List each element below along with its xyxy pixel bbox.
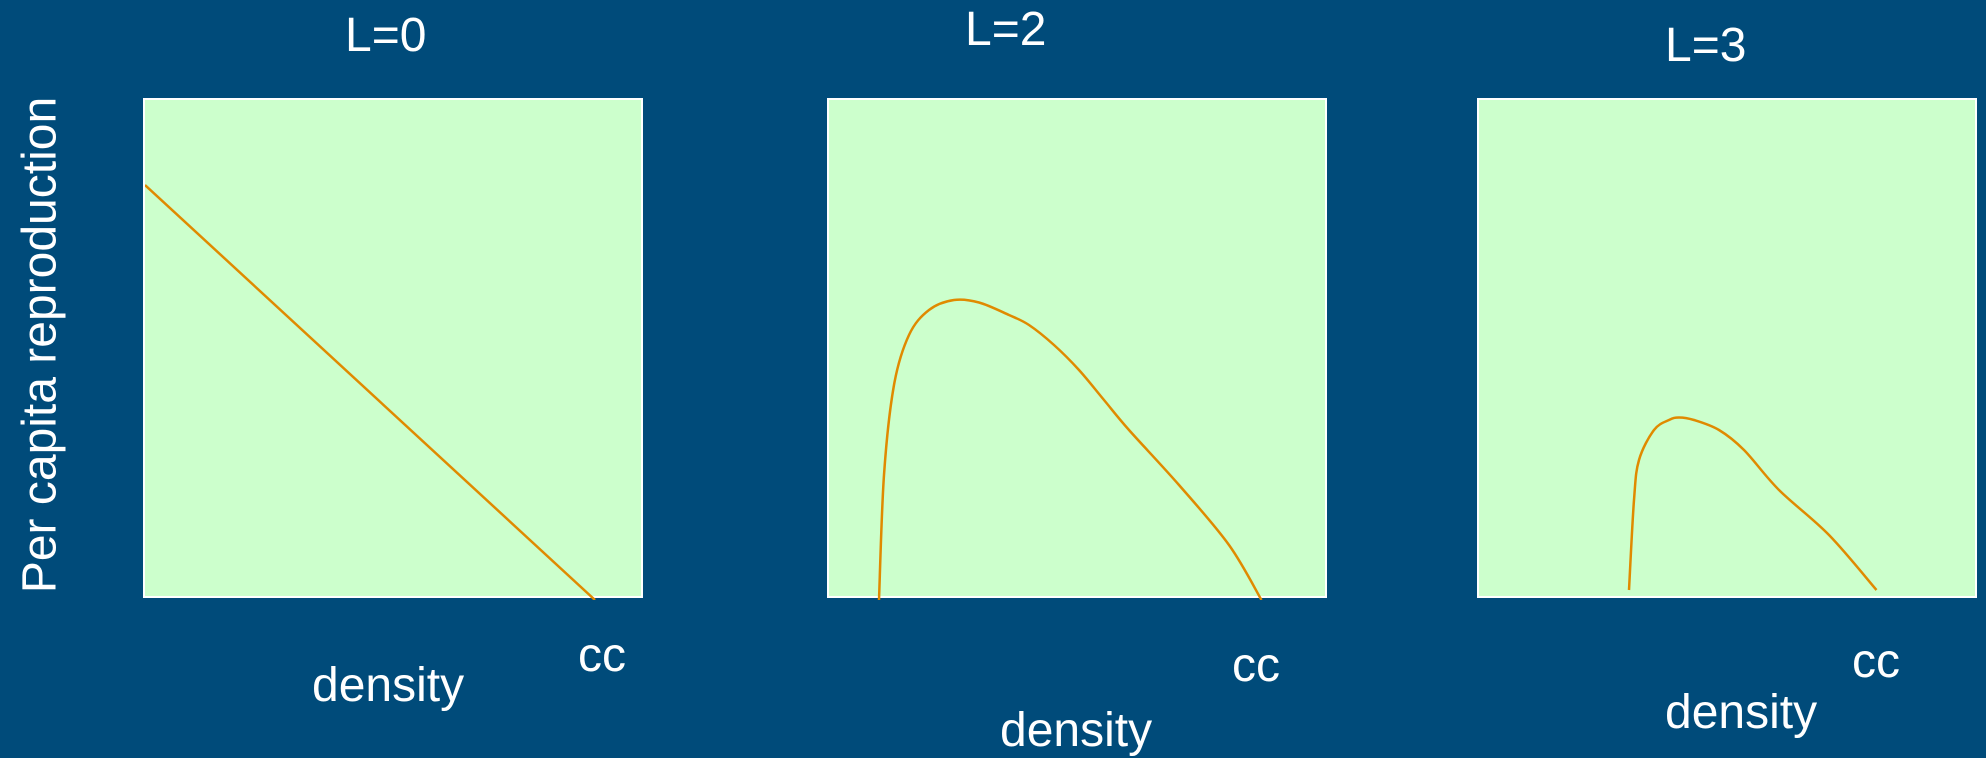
panel-2-x-axis-label: density bbox=[1000, 704, 1153, 757]
panel-3-cc-label: cc bbox=[1852, 635, 1900, 688]
panel-1-chart-svg bbox=[145, 184, 596, 600]
panel-1-plot-area bbox=[143, 98, 643, 600]
panel-3-plot-area bbox=[1477, 98, 1977, 598]
panel-1-x-axis-label: density bbox=[312, 659, 465, 712]
panel-1-series-line bbox=[145, 184, 596, 600]
panel-3-series-line bbox=[1627, 416, 1878, 591]
panel-1-title: L=0 bbox=[345, 9, 427, 62]
panel-2-cc-label: cc bbox=[1232, 639, 1280, 692]
panel-2-series-line bbox=[877, 298, 1263, 600]
panel-3-x-axis-label: density bbox=[1665, 686, 1818, 739]
panel-2-plot-area bbox=[827, 98, 1327, 600]
y-axis-label: Per capita reproduction bbox=[13, 96, 67, 594]
panel-3-title: L=3 bbox=[1665, 19, 1747, 72]
panel-1-cc-label: cc bbox=[578, 629, 626, 682]
panel-2-title: L=2 bbox=[965, 3, 1047, 56]
panel-3-chart-svg bbox=[1627, 416, 1878, 591]
panel-2-chart-svg bbox=[877, 298, 1263, 600]
